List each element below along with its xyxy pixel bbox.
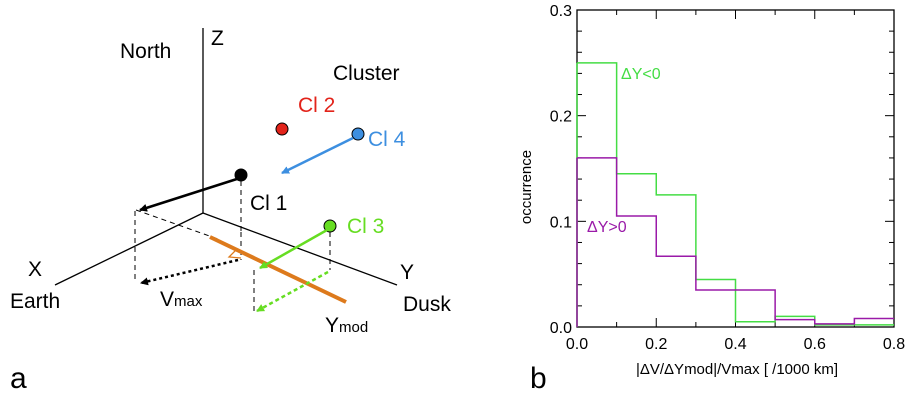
x-axis xyxy=(54,212,204,286)
x-tick-labels: 0.0 0.2 0.4 0.6 0.8 xyxy=(566,336,905,353)
z-axis-label: Z xyxy=(211,27,224,50)
series-1-step-line xyxy=(577,157,894,325)
panel-a-label: a xyxy=(10,362,27,394)
legend-dy-positive: ΔY>0 xyxy=(587,219,627,236)
panel-b: 0.0 0.2 0.4 0.6 0.8 0.0 0.1 0.2 0.3 ΔY<0 ΔY>0 o… xyxy=(518,3,905,394)
ymod-label: Ymod xyxy=(325,314,368,337)
y-axis-label: Y xyxy=(400,261,414,284)
y-tick-label: 0.1 xyxy=(550,214,572,231)
cl1-proj-horizontal xyxy=(135,209,219,240)
x-tick-label: 0.8 xyxy=(883,336,905,353)
y-axis xyxy=(202,212,398,286)
x-tick-label: 0.2 xyxy=(645,336,667,353)
cl4-velocity-arrow xyxy=(281,136,354,175)
panel-b-label: b xyxy=(530,362,547,394)
y-axis-label: occurrence xyxy=(518,150,535,224)
x-axis-label: X xyxy=(28,258,42,281)
y-tick-label: 0.3 xyxy=(550,3,572,20)
cl4-marker xyxy=(351,127,365,141)
x-tick-label: 0.4 xyxy=(724,336,746,353)
cl2-marker xyxy=(275,122,289,136)
x-tick-label: 0.0 xyxy=(566,336,588,353)
x-tick-label: 0.6 xyxy=(804,336,826,353)
panel-a: Z North X Earth Y Dusk Cluster Cl 1 Vmax… xyxy=(10,27,451,394)
histogram-series xyxy=(576,62,894,327)
cl3-velocity-arrow xyxy=(259,228,328,270)
vmax-arrow xyxy=(140,258,239,286)
cl1-label: Cl 1 xyxy=(250,192,287,215)
north-label: North xyxy=(120,40,171,63)
y-tick-label: 0.2 xyxy=(550,109,572,126)
vmax-label: Vmax xyxy=(160,288,203,311)
cl2-label: Cl 2 xyxy=(298,94,335,117)
series-0-step-line xyxy=(577,62,894,326)
cluster-label: Cluster xyxy=(333,62,400,85)
x-axis-label: |ΔV/ΔYmod|/Vmax [ /1000 km] xyxy=(636,361,838,378)
cl1-velocity-arrow xyxy=(139,176,241,212)
cl3-label: Cl 3 xyxy=(347,215,384,238)
ymod-right-angle xyxy=(227,248,242,259)
y-tick-label: 0.0 xyxy=(550,320,572,337)
legend-dy-negative: ΔY<0 xyxy=(621,66,661,83)
ymod-line xyxy=(209,235,347,304)
dusk-label: Dusk xyxy=(403,293,451,316)
earth-label: Earth xyxy=(10,290,60,313)
cl4-label: Cl 4 xyxy=(368,128,406,151)
y-tick-labels: 0.0 0.1 0.2 0.3 xyxy=(550,3,572,337)
